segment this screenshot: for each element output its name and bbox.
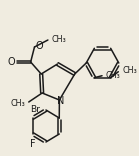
- Text: CH₃: CH₃: [106, 71, 121, 80]
- Text: N: N: [57, 96, 64, 106]
- Text: CH₃: CH₃: [10, 98, 25, 107]
- Text: CH₃: CH₃: [52, 34, 66, 44]
- Text: CH₃: CH₃: [122, 66, 137, 75]
- Text: O: O: [35, 41, 43, 51]
- Text: Br: Br: [30, 105, 40, 115]
- Text: O: O: [8, 57, 15, 67]
- Text: F: F: [30, 139, 36, 149]
